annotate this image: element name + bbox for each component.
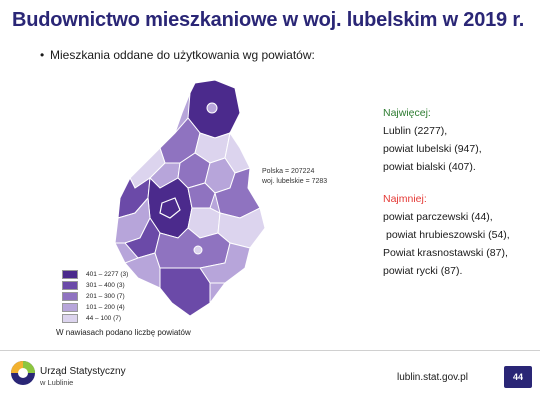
logo-line2: w Lublinie: [40, 378, 74, 387]
map-note: Polska = 207224 woj. lubelskie = 7283: [262, 167, 327, 187]
least-panel: Najmniej: powiat parczewski (44), powiat…: [383, 190, 510, 280]
legend-swatch: [62, 270, 78, 279]
least-item: powiat hrubieszowski (54),: [386, 229, 510, 241]
legend-swatch: [62, 292, 78, 301]
site-link[interactable]: lublin.stat.gov.pl: [397, 372, 468, 383]
legend-label: 44 – 100 (7): [86, 315, 122, 322]
logo-line1: Urząd Statystyczny: [40, 366, 126, 377]
bullet-dot: •: [40, 48, 45, 62]
region-biala-city: [206, 102, 218, 114]
legend-swatch: [62, 314, 78, 323]
most-item: Lublin (2277),: [383, 125, 448, 137]
legend-swatch: [62, 303, 78, 312]
least-header: Najmniej:: [383, 193, 427, 205]
region-bilgorajski: [159, 267, 211, 317]
region-swidnicki: [187, 182, 216, 209]
most-item: powiat lubelski (947),: [383, 143, 482, 155]
most-item: powiat bialski (407).: [383, 161, 476, 173]
legend-label: 101 – 200 (4): [86, 304, 125, 311]
logo-text: Urząd Statystyczny w Lublinie: [40, 366, 126, 388]
region-zamosc-city: [193, 245, 203, 255]
map-note-lubelskie: woj. lubelskie = 7283: [262, 178, 328, 185]
page-number: 44: [504, 366, 532, 388]
region-tomaszowski: [199, 242, 251, 284]
bullet-text: • Mieszkania oddane do użytkowania wg po…: [40, 48, 315, 62]
map-note-poland: Polska = 207224: [262, 168, 315, 175]
most-panel: Najwięcej: Lublin (2277), powiat lubelsk…: [383, 104, 482, 176]
footnote: W nawiasach podano liczbę powiatów: [56, 328, 191, 337]
region-lublin-city: [159, 197, 181, 219]
lubelskie-map: [114, 79, 266, 317]
legend-label: 401 – 2277 (3): [86, 271, 129, 278]
stat-office-logo-icon: [11, 361, 35, 385]
most-header: Najwięcej:: [383, 107, 431, 119]
legend-swatch: [62, 281, 78, 290]
least-item: powiat parczewski (44),: [383, 211, 493, 223]
slide-title: Budownictwo mieszkaniowe w woj. lubelski…: [12, 9, 525, 31]
legend-label: 201 – 300 (7): [86, 293, 125, 300]
legend-label: 301 – 400 (3): [86, 282, 125, 289]
least-item: Powiat krasnostawski (87),: [383, 247, 508, 259]
footer-divider: [0, 350, 540, 351]
bullet-label: Mieszkania oddane do użytkowania wg powi…: [50, 48, 315, 62]
least-item: powiat rycki (87).: [383, 265, 463, 277]
